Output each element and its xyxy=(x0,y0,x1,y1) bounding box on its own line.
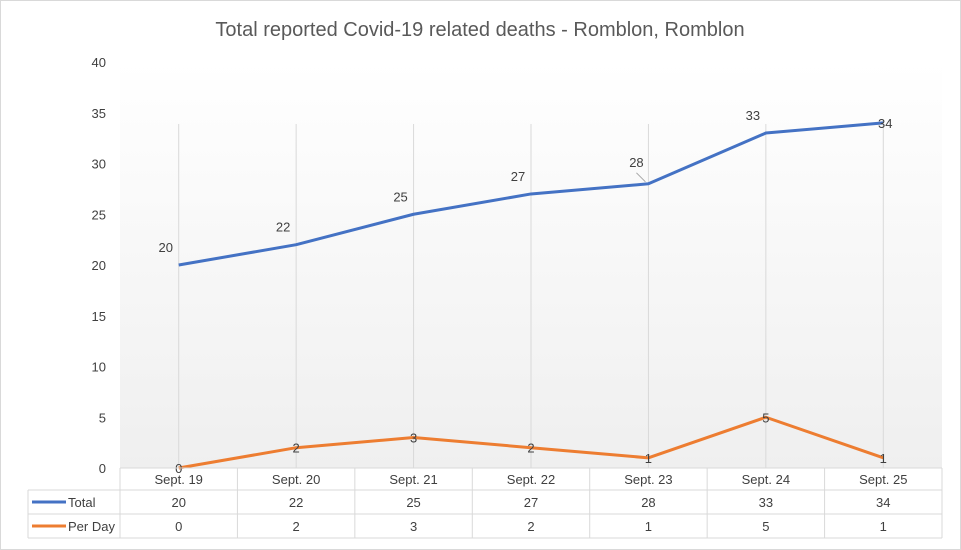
data-label: 2 xyxy=(527,441,534,456)
data-label: 2 xyxy=(293,441,300,456)
chart-title: Total reported Covid-19 related deaths -… xyxy=(215,19,744,41)
data-label: 33 xyxy=(746,108,760,123)
table-cell: 28 xyxy=(641,495,655,510)
data-label: 1 xyxy=(880,451,887,466)
x-category-label: Sept. 20 xyxy=(272,472,320,487)
x-category-label: Sept. 23 xyxy=(624,472,672,487)
data-label: 27 xyxy=(511,169,525,184)
table-cell: 3 xyxy=(410,519,417,534)
data-label: 28 xyxy=(629,155,643,170)
data-label: 20 xyxy=(158,240,172,255)
table-cell: 27 xyxy=(524,495,538,510)
table-cell: 34 xyxy=(876,495,890,510)
data-label: 1 xyxy=(645,451,652,466)
data-label: 22 xyxy=(276,220,290,235)
y-tick-label: 10 xyxy=(92,360,106,375)
table-cell: 1 xyxy=(880,519,887,534)
table-cell: 0 xyxy=(175,519,182,534)
legend-label: Per Day xyxy=(68,519,115,534)
series-line-per-day xyxy=(178,415,884,470)
legend-label: Total xyxy=(68,495,96,510)
y-tick-label: 20 xyxy=(92,258,106,273)
table-cell: 5 xyxy=(762,519,769,534)
x-category-label: Sept. 22 xyxy=(507,472,555,487)
table-cell: 20 xyxy=(171,495,185,510)
table-cell: 33 xyxy=(759,495,773,510)
y-tick-label: 25 xyxy=(92,207,106,222)
y-tick-label: 5 xyxy=(99,410,106,425)
data-label: 34 xyxy=(878,116,892,131)
table-cell: 1 xyxy=(645,519,652,534)
table-cell: 25 xyxy=(406,495,420,510)
y-tick-label: 35 xyxy=(92,106,106,121)
table-cell: 2 xyxy=(527,519,534,534)
y-tick-label: 0 xyxy=(99,461,106,476)
series-line-total xyxy=(178,121,884,267)
x-category-label: Sept. 19 xyxy=(154,472,202,487)
x-category-label: Sept. 24 xyxy=(742,472,790,487)
table-cell: 2 xyxy=(293,519,300,534)
y-tick-label: 30 xyxy=(92,157,106,172)
table-cell: 22 xyxy=(289,495,303,510)
x-category-label: Sept. 21 xyxy=(389,472,437,487)
x-category-label: Sept. 25 xyxy=(859,472,907,487)
leader-line xyxy=(636,172,646,183)
data-label: 3 xyxy=(410,431,417,446)
y-tick-label: 15 xyxy=(92,309,106,324)
data-label: 5 xyxy=(762,410,769,425)
y-tick-label: 40 xyxy=(92,55,106,70)
data-label: 25 xyxy=(393,189,407,204)
